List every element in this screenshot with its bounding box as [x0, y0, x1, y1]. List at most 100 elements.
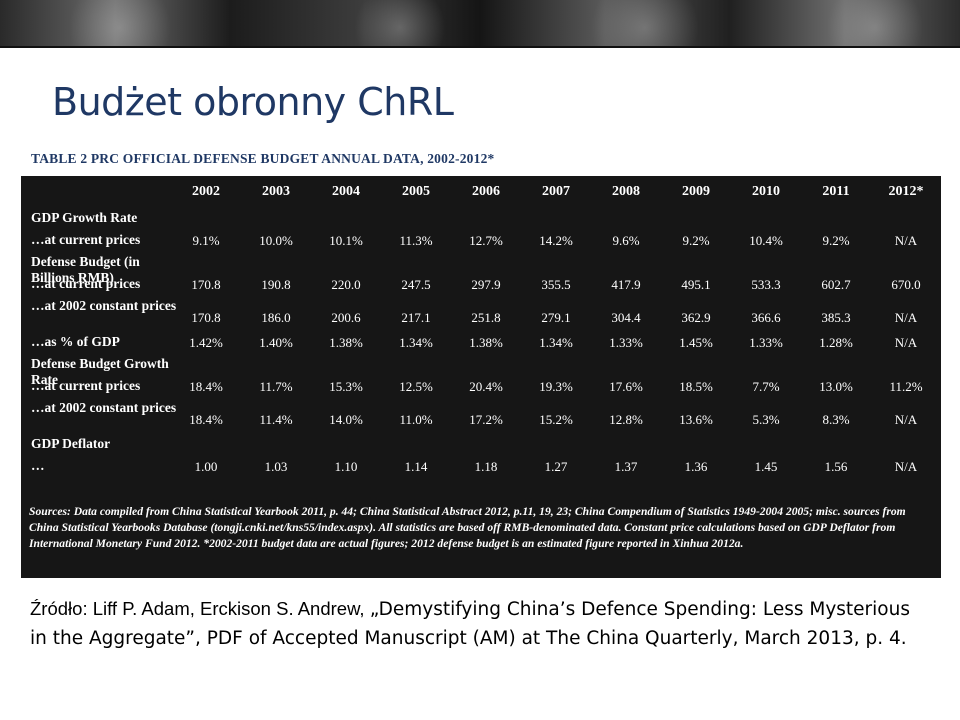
- table-cell: 1.00: [194, 459, 218, 474]
- table-cell: 7.7%: [752, 379, 780, 394]
- table-cell: 12.5%: [399, 379, 433, 394]
- table-cell: 15.3%: [329, 379, 363, 394]
- slide-title: Budżet obronny ChRL: [52, 80, 454, 124]
- section-label: Defense Budget (in Billions RMB): [31, 254, 140, 285]
- year-header-cell: 2005: [402, 184, 430, 199]
- table-row: …at 2002 constant prices 18.4% 11.4% 14.0% 1…: [21, 398, 941, 434]
- table-cell: 20.4%: [469, 379, 503, 394]
- table-cell: 495.1: [681, 277, 711, 292]
- table-cell: 1.56: [824, 459, 848, 474]
- year-header-cell: 2009: [682, 184, 710, 199]
- year-header-cell: 2011: [822, 184, 850, 199]
- table-cell: 1.34%: [539, 335, 573, 350]
- year-header-cell: 2002: [192, 184, 220, 199]
- table-cell: 1.38%: [329, 335, 363, 350]
- table-cell: 602.7: [821, 277, 851, 292]
- table-cell: 15.2%: [539, 412, 573, 427]
- table-cell: 1.28%: [819, 335, 853, 350]
- table-caption: TABLE 2 PRC OFFICIAL DEFENSE BUDGET ANNU…: [21, 150, 941, 176]
- table-cell: 1.36: [684, 459, 708, 474]
- table-row: …as % of GDP 1.42% 1.40% 1.38% 1.34% 1.38% 1.3…: [21, 332, 941, 354]
- year-header-cell: 2010: [752, 184, 780, 199]
- table-cell: 13.6%: [679, 412, 713, 427]
- table-cell: 17.2%: [469, 412, 503, 427]
- table-cell: 1.27: [544, 459, 568, 474]
- table-row: …at current prices 9.1% 10.0% 10.1% 11.3% 12.…: [21, 230, 941, 252]
- section-header-row: GDP Deflator: [21, 434, 941, 456]
- table-cell: 18.5%: [679, 379, 713, 394]
- source-citation-lead: Źródło: Liff P. Adam, Erckison S. Andrew…: [30, 598, 370, 619]
- section-label: Defense Budget Growth Rate: [31, 356, 169, 387]
- table-row: …at 2002 constant prices 170.8 186.0 200.6 2…: [21, 296, 941, 332]
- table-cell: 10.1%: [329, 233, 363, 248]
- year-header-cell: 2003: [262, 184, 290, 199]
- table-cell: 170.8: [191, 310, 221, 325]
- table-cell: 9.2%: [682, 233, 710, 248]
- table-row: … 1.00 1.03 1.10 1.14 1.18 1.27 1.37 1.36 1.45 1.5…: [21, 456, 941, 478]
- table-cell: 247.5: [401, 277, 431, 292]
- table-cell: N/A: [894, 233, 918, 248]
- table-cell: 5.3%: [752, 412, 780, 427]
- table-cell: 279.1: [541, 310, 571, 325]
- table-cell: 362.9: [681, 310, 711, 325]
- table-cell: 533.3: [751, 277, 781, 292]
- table-cell: 1.10: [334, 459, 358, 474]
- table-cell: N/A: [894, 335, 918, 350]
- row-label: …at 2002 constant prices: [31, 298, 177, 313]
- row-label: …at current prices: [31, 378, 141, 393]
- table-cell: 1.33%: [749, 335, 783, 350]
- section-header-row: GDP Growth Rate: [21, 208, 941, 230]
- table-cell: 1.42%: [189, 335, 223, 350]
- table-cell: 670.0: [891, 277, 921, 292]
- table-cell: 251.8: [471, 310, 501, 325]
- table-sources: Sources: Data compiled from China Statis…: [29, 505, 906, 550]
- table-cell: 1.33%: [609, 335, 643, 350]
- table-cell: 17.6%: [609, 379, 643, 394]
- table-cell: 1.38%: [469, 335, 503, 350]
- table-cell: 12.7%: [469, 233, 503, 248]
- table-cell: 18.4%: [189, 379, 223, 394]
- row-label: …at current prices: [31, 276, 141, 291]
- table-cell: 297.9: [471, 277, 501, 292]
- section-label: GDP Growth Rate: [31, 210, 138, 225]
- table-row: …at current prices 18.4% 11.7% 15.3% 12.5% 20…: [21, 376, 941, 398]
- header-decoration-band: [0, 0, 960, 48]
- table-body: GDP Growth Rate …at current prices 9.1% 10.…: [21, 208, 941, 478]
- year-header-cell: 2007: [542, 184, 570, 199]
- table-cell: 1.40%: [259, 335, 293, 350]
- table-cell: 1.03: [264, 459, 288, 474]
- table-cell: 190.8: [261, 277, 291, 292]
- table-cell: 9.2%: [822, 233, 850, 248]
- row-label: …as % of GDP: [31, 334, 120, 349]
- table-cell: 8.3%: [822, 412, 850, 427]
- table-cell: 1.34%: [399, 335, 433, 350]
- table-cell: 10.4%: [749, 233, 783, 248]
- table-cell: 220.0: [331, 277, 361, 292]
- table-cell: 1.14: [404, 459, 428, 474]
- table-cell: 9.1%: [192, 233, 220, 248]
- year-header-cell: 2006: [472, 184, 500, 199]
- table-cell: 1.37: [614, 459, 638, 474]
- table-cell: 355.5: [541, 277, 571, 292]
- table-cell: N/A: [894, 310, 918, 325]
- year-header-cell: 2004: [332, 184, 360, 199]
- source-citation-text: „Demystifying China’s Defence Spending: …: [30, 599, 910, 649]
- year-header-row: 2002 2003 2004 2005 2006 2007 2008 2009 2010 2011…: [21, 176, 941, 208]
- table-row: …at current prices 170.8 190.8 220.0 247.5 29…: [21, 274, 941, 296]
- table-cell: 9.6%: [612, 233, 640, 248]
- table-cell: N/A: [894, 412, 918, 427]
- table-cell: 14.2%: [539, 233, 573, 248]
- table-cell: 1.45: [754, 459, 778, 474]
- table-cell: 19.3%: [539, 379, 573, 394]
- table-cell: 11.7%: [259, 379, 293, 394]
- table-cell: 417.9: [611, 277, 641, 292]
- row-label: …: [31, 458, 45, 473]
- year-header-cell: 2012*: [888, 184, 924, 199]
- section-header-row: Defense Budget Growth Rate: [21, 354, 941, 387]
- row-label: …at current prices: [31, 232, 141, 247]
- table-cell: 11.0%: [399, 412, 433, 427]
- table-cell: 170.8: [191, 277, 221, 292]
- table-cell: 385.3: [821, 310, 851, 325]
- table-cell: 11.2%: [889, 379, 923, 394]
- table-cell: 11.3%: [399, 233, 433, 248]
